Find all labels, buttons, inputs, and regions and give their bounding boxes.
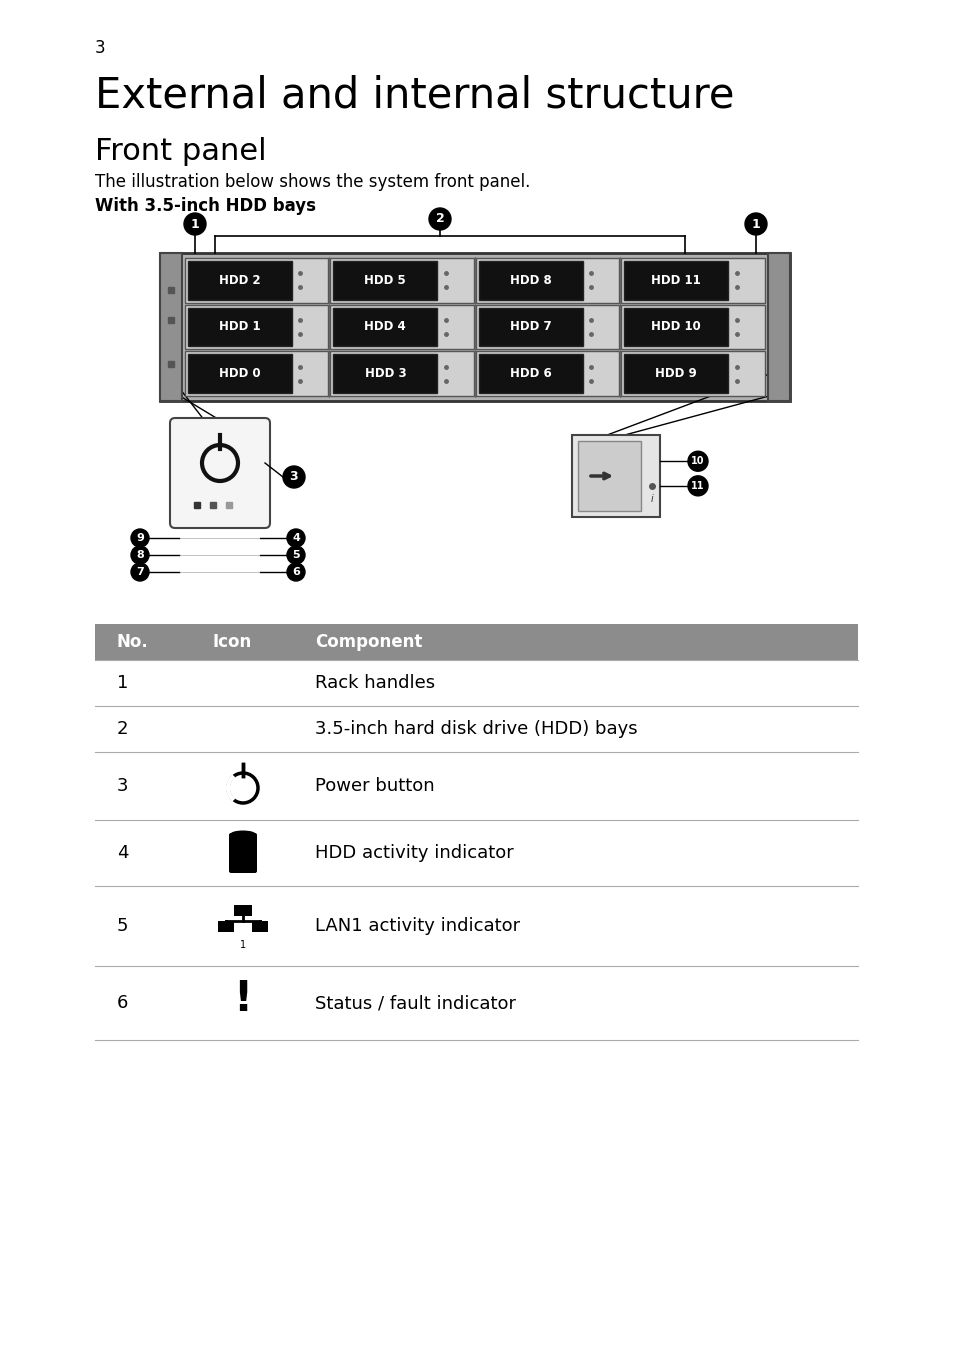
Text: HDD 3: HDD 3 <box>364 367 406 381</box>
Bar <box>624 261 727 300</box>
Text: With 3.5-inch HDD bays: With 3.5-inch HDD bays <box>95 197 315 215</box>
Text: 1: 1 <box>117 674 129 691</box>
Circle shape <box>287 528 305 548</box>
Bar <box>478 355 582 393</box>
Text: The illustration below shows the system front panel.: The illustration below shows the system … <box>95 172 530 192</box>
Text: HDD 1: HDD 1 <box>219 320 260 334</box>
Bar <box>620 257 764 303</box>
Bar <box>185 257 328 303</box>
Text: Icon: Icon <box>213 632 252 652</box>
Bar <box>330 305 474 349</box>
Text: 1: 1 <box>240 941 246 950</box>
Bar <box>620 305 764 349</box>
Bar <box>476 305 618 349</box>
Bar <box>620 352 764 396</box>
Bar <box>185 352 328 396</box>
Circle shape <box>287 563 305 580</box>
Text: !: ! <box>233 977 253 1020</box>
Text: Component: Component <box>314 632 422 652</box>
Bar <box>185 305 328 349</box>
Text: 1: 1 <box>191 218 199 230</box>
Text: i: i <box>650 494 653 504</box>
Text: 5: 5 <box>292 550 299 560</box>
Bar <box>188 308 292 346</box>
Circle shape <box>131 546 149 564</box>
Bar <box>160 253 789 401</box>
Bar <box>578 441 640 511</box>
Bar <box>188 261 292 300</box>
Text: 8: 8 <box>136 550 144 560</box>
FancyBboxPatch shape <box>170 418 270 528</box>
Text: Rack handles: Rack handles <box>314 674 435 691</box>
Text: HDD 8: HDD 8 <box>510 274 551 287</box>
Text: 4: 4 <box>292 533 299 543</box>
Text: HDD 10: HDD 10 <box>651 320 700 334</box>
Bar <box>478 308 582 346</box>
Text: 2: 2 <box>117 720 129 738</box>
Circle shape <box>131 563 149 580</box>
Bar <box>95 624 857 660</box>
Circle shape <box>687 476 707 496</box>
Text: 9: 9 <box>136 533 144 543</box>
Bar <box>188 355 292 393</box>
Text: 6: 6 <box>292 567 299 576</box>
Bar <box>767 253 789 401</box>
Text: 1: 1 <box>751 218 760 230</box>
Text: HDD 7: HDD 7 <box>510 320 551 334</box>
Text: 5: 5 <box>117 917 129 935</box>
Bar <box>252 921 268 932</box>
Bar <box>624 308 727 346</box>
Circle shape <box>184 214 206 235</box>
Bar <box>334 308 436 346</box>
Circle shape <box>429 208 451 230</box>
Bar <box>233 905 252 916</box>
Circle shape <box>687 452 707 471</box>
Text: HDD 11: HDD 11 <box>651 274 700 287</box>
Bar <box>478 261 582 300</box>
Bar <box>218 921 233 932</box>
Text: HDD 6: HDD 6 <box>510 367 551 381</box>
Text: HDD 4: HDD 4 <box>364 320 406 334</box>
Text: 3: 3 <box>95 38 106 57</box>
Text: Power button: Power button <box>314 778 435 795</box>
Text: 11: 11 <box>691 481 704 491</box>
Text: HDD 0: HDD 0 <box>219 367 260 381</box>
Bar <box>330 257 474 303</box>
Text: 2: 2 <box>436 212 444 226</box>
Text: No.: No. <box>117 632 149 652</box>
Text: HDD 5: HDD 5 <box>364 274 406 287</box>
Bar <box>330 352 474 396</box>
Ellipse shape <box>231 831 255 838</box>
Text: 3: 3 <box>290 471 298 483</box>
Text: 3.5-inch hard disk drive (HDD) bays: 3.5-inch hard disk drive (HDD) bays <box>314 720 637 738</box>
Text: 3: 3 <box>117 778 129 795</box>
Text: HDD 9: HDD 9 <box>655 367 697 381</box>
Circle shape <box>287 546 305 564</box>
Text: 6: 6 <box>117 994 129 1012</box>
Bar <box>334 355 436 393</box>
Text: HDD 2: HDD 2 <box>219 274 260 287</box>
Text: LAN1 activity indicator: LAN1 activity indicator <box>314 917 519 935</box>
Bar <box>160 253 182 401</box>
Bar <box>572 435 659 517</box>
Circle shape <box>283 465 305 487</box>
Text: HDD activity indicator: HDD activity indicator <box>314 845 514 862</box>
FancyBboxPatch shape <box>229 832 256 873</box>
Bar <box>476 352 618 396</box>
Text: 7: 7 <box>136 567 144 576</box>
Bar <box>624 355 727 393</box>
Text: External and internal structure: External and internal structure <box>95 74 734 116</box>
Circle shape <box>131 528 149 548</box>
Bar <box>476 257 618 303</box>
Text: 10: 10 <box>691 456 704 467</box>
Text: Status / fault indicator: Status / fault indicator <box>314 994 516 1012</box>
Bar <box>334 261 436 300</box>
Circle shape <box>744 214 766 235</box>
Text: 4: 4 <box>117 845 129 862</box>
Text: Front panel: Front panel <box>95 137 266 166</box>
